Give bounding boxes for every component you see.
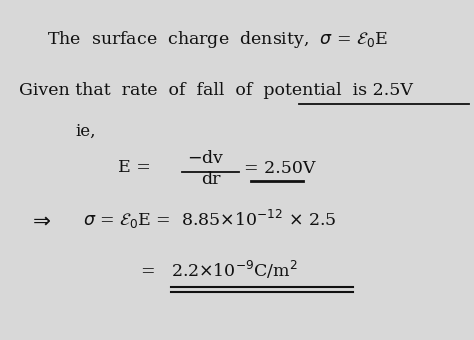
- Text: $\Rightarrow$: $\Rightarrow$: [28, 209, 52, 231]
- Text: $-$dv: $-$dv: [187, 150, 225, 167]
- Text: $\sigma$ = $\mathcal{E}_0$E =  8.85$\times$10$^{-12}$ $\times$ 2.5: $\sigma$ = $\mathcal{E}_0$E = 8.85$\time…: [83, 208, 337, 231]
- Text: dr: dr: [201, 171, 221, 188]
- Text: =   2.2$\times$10$^{-9}$C/m$^2$: = 2.2$\times$10$^{-9}$C/m$^2$: [140, 259, 298, 281]
- Text: = 2.50V: = 2.50V: [244, 160, 316, 177]
- Text: E =: E =: [118, 159, 157, 176]
- Text: Given that  rate  of  fall  of  potential  is 2.5V: Given that rate of fall of potential is …: [19, 82, 413, 99]
- Text: ie,: ie,: [76, 123, 96, 140]
- Text: The  surface  charge  density,  $\sigma$ = $\mathcal{E}_0$E: The surface charge density, $\sigma$ = $…: [47, 29, 388, 50]
